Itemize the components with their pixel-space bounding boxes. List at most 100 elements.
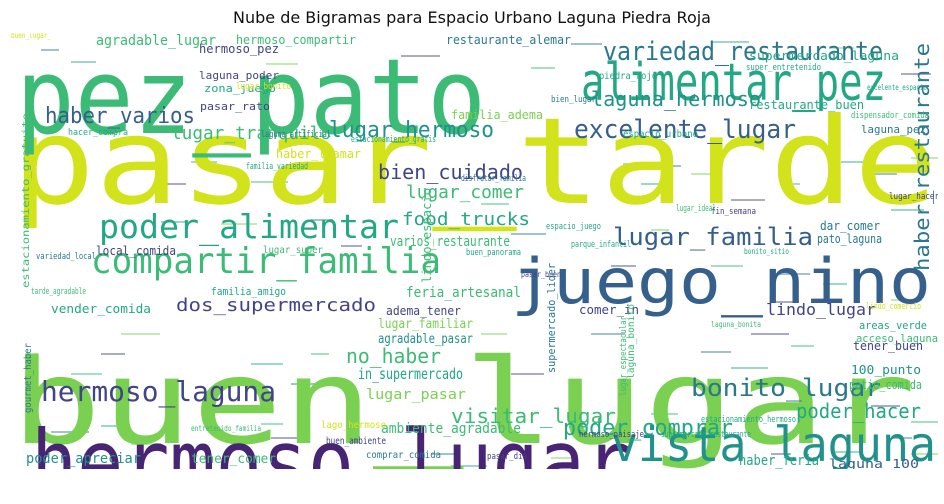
minor-word-mark — [191, 161, 217, 163]
minor-word-mark — [611, 265, 636, 267]
cloud-word-lugar-pasar: lugar_pasar — [366, 387, 466, 403]
cloud-word-zona-juego: zona_juego — [204, 82, 276, 95]
cloud-word-excelente-espacio: excelente_espacio — [867, 83, 927, 92]
minor-word-mark — [481, 333, 507, 335]
cloud-word-comprar-comida: comprar_comida — [366, 450, 441, 461]
cloud-word-espacio-urbano: espacio_urbano — [623, 129, 698, 140]
cloud-word-parque-infantil: parque_infantil — [571, 240, 631, 250]
cloud-word-hermoso-laguna: hermoso_laguna — [41, 375, 276, 409]
minor-word-mark — [871, 173, 897, 175]
minor-word-mark — [551, 457, 572, 459]
cloud-word-hacer-compra: hacer_compra — [68, 128, 128, 138]
cloud-word-100-punto: 100_punto — [851, 363, 921, 377]
cloud-word-familia-variedad: familia_variedad — [246, 162, 308, 172]
cloud-word-pasar-rato: pasar_rato — [200, 100, 270, 113]
minor-word-mark — [791, 345, 814, 347]
cloud-word-variedad-local: variedad_local — [36, 252, 96, 262]
cloud-word-lugar-ideal: lugar_ideal — [676, 204, 716, 214]
cloud-word-laguna-bonita: laguna_bonita — [711, 320, 761, 329]
cloud-word-laguna-artificial: laguna_artificial — [261, 130, 331, 140]
minor-word-mark — [311, 353, 329, 355]
minor-word-mark — [161, 221, 190, 223]
chart-title: Nube de Bigramas para Espacio Urbano Lag… — [233, 8, 711, 27]
minor-word-mark — [266, 63, 298, 65]
minor-word-mark — [311, 219, 333, 221]
minor-word-mark — [51, 431, 89, 433]
minor-word-mark — [481, 353, 500, 355]
minor-word-mark — [771, 453, 791, 455]
minor-word-mark — [891, 437, 912, 439]
cloud-word-vista-laguna: vista_laguna — [611, 417, 936, 469]
cloud-word-juego-nino: juego_nino — [511, 245, 931, 318]
minor-word-mark — [731, 199, 765, 201]
minor-word-mark — [651, 413, 678, 415]
cloud-word-visitar-lugar: visitar_lugar — [451, 404, 616, 428]
cloud-word-espacio-juego: espacio_juego — [546, 222, 601, 232]
minor-word-mark — [531, 67, 555, 69]
cloud-word-laguna-pez: laguna_pez — [861, 123, 926, 136]
cloud-word-local-comida: local_comida — [96, 244, 176, 258]
cloud-word-feria-artesanal: feria_artesanal — [406, 285, 521, 301]
cloud-word-adema-tener: adema_tener — [386, 304, 461, 318]
cloud-word-estacionamiento-gratis: estacionamiento_gratis — [351, 135, 436, 145]
minor-word-mark — [831, 47, 854, 49]
minor-word-mark — [751, 333, 789, 335]
minor-word-mark — [167, 183, 186, 185]
cloud-word-tarde-agradable: tarde_agradable — [31, 287, 86, 297]
cloud-word-hermoso-compartir: hermoso_compartir — [236, 33, 356, 47]
cloud-word-in-supermercado: in_supermercado — [358, 365, 463, 383]
cloud-word-haber-feria: haber_feria — [739, 453, 819, 469]
cloud-word-dispensador-comida: dispensador_comida — [851, 111, 929, 121]
cloud-word-entretenido-familia: entretenido_familia — [191, 424, 261, 433]
cloud-word-supermercado-lider: supermercado_lider — [545, 263, 558, 373]
cloud-word-lugar-familia: lugar_familia — [613, 223, 813, 251]
minor-word-mark — [911, 453, 938, 455]
cloud-word-lugar-super: lugar_super — [263, 245, 323, 256]
cloud-word-food-trucks: food_trucks — [402, 209, 530, 230]
minor-word-mark — [911, 421, 938, 423]
cloud-word-hermoso-paisaje: hermoso_paisaje — [579, 430, 644, 440]
minor-word-mark — [781, 183, 800, 185]
cloud-word-haber-llamar: haber_llamar — [276, 147, 361, 161]
minor-word-mark — [261, 423, 283, 425]
cloud-word-tener-comer: tener_comer — [191, 452, 276, 467]
cloud-word-lugar-familiar: lugar_familiar — [378, 317, 473, 332]
cloud-word-buen-lugar-: buen_lugar_ — [11, 33, 51, 40]
cloud-word-disfrutar-familia: disfrutar_familia — [461, 174, 526, 184]
cloud-word-laguna-hermoso: laguna_hermoso — [591, 87, 761, 111]
minor-word-mark — [131, 443, 161, 445]
cloud-word-acceso-laguna: acceso_laguna — [856, 332, 938, 345]
cloud-word-lugar-comer: lugar_comer — [406, 182, 524, 203]
minor-word-mark — [641, 183, 661, 185]
cloud-word-poder-alimentar: poder_alimentar — [99, 207, 399, 247]
minor-word-mark — [451, 465, 487, 467]
minor-word-mark — [271, 437, 308, 439]
cloud-word-hermoso-pez: hermoso_pez — [199, 42, 279, 56]
minor-word-mark — [591, 333, 625, 335]
cloud-word-lugar-espectacular: lugar_espectacular — [619, 316, 629, 396]
cloud-word-bonito-sitio: bonito_sitio — [744, 247, 789, 256]
cloud-word-bien-cuidado: bien_cuidado — [378, 160, 523, 184]
cloud-word-agradable-lugar: agradable_lugar — [96, 33, 216, 49]
minor-word-mark — [831, 451, 859, 453]
cloud-word-hermoso-lugar: hermoso_lugar — [31, 411, 631, 469]
cloud-word-laguna-bonito: laguna_bonito — [626, 304, 637, 379]
minor-word-mark — [221, 223, 257, 225]
minor-word-mark — [871, 405, 900, 407]
minor-word-mark — [771, 273, 810, 275]
cloud-word-supermercado-laguna: supermercado_laguna — [749, 49, 899, 63]
cloud-word-laguna-poder: laguna_poder — [199, 69, 279, 82]
minor-word-mark — [341, 245, 362, 247]
minor-word-mark — [101, 353, 125, 355]
minor-word-mark — [291, 383, 316, 385]
cloud-word-lindo-espacio: lindo_espacio — [420, 188, 434, 283]
cloud-word-varios-restaurante: varios_restaurante — [390, 234, 510, 250]
cloud-word-pasar-buen: pasar_buen — [521, 270, 561, 279]
minor-word-mark — [71, 373, 102, 375]
cloud-word-alimentar-pez: alimentar_pez — [581, 53, 886, 113]
cloud-word-dar-comer: dar_comer — [820, 219, 880, 233]
cloud-word-dos-supermercado: dos_supermercado — [176, 295, 376, 316]
cloud-word-buen-ambiente: buen_ambiente — [326, 436, 386, 447]
minor-word-mark — [571, 43, 602, 45]
cloud-word-buen-panorama: buen_panorama — [466, 248, 521, 258]
